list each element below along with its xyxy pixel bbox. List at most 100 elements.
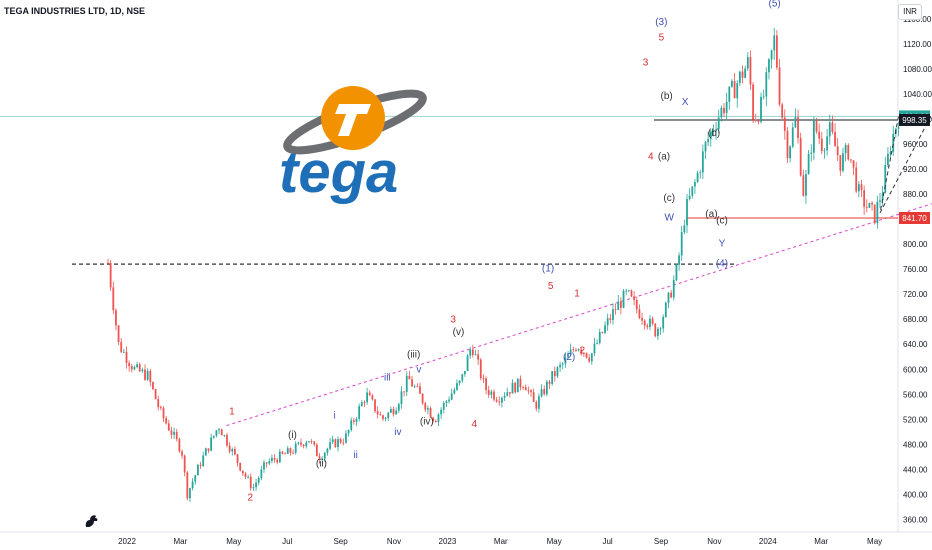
wave-label: (ii) <box>316 458 327 469</box>
candle-body <box>215 430 218 436</box>
x-tick-label: Nov <box>707 537 721 546</box>
candle-body <box>456 383 458 390</box>
candle-body <box>892 133 895 152</box>
candle-body <box>395 410 398 415</box>
candle-body <box>471 349 474 355</box>
wave-label: Y <box>719 239 726 250</box>
candle-body <box>308 441 310 443</box>
x-tick-label: Jul <box>282 537 292 546</box>
candle-body <box>514 382 517 393</box>
candle-body <box>709 131 712 140</box>
candle-body <box>374 399 376 412</box>
candle-body <box>389 409 392 413</box>
candle-body <box>191 481 194 489</box>
wave-label: 3 <box>643 58 649 69</box>
candle-body <box>117 325 120 343</box>
candle-body <box>120 342 123 353</box>
candle-body <box>204 448 207 456</box>
tradingview-logo-icon[interactable] <box>82 510 102 530</box>
candle-body <box>294 443 297 453</box>
candle-body <box>680 232 683 256</box>
time-axis[interactable]: 2022 Mar May Jul Sep Nov 2023 Mar May Jul Sep Nov 20… <box>118 537 882 546</box>
candle-body <box>617 301 620 310</box>
candle-body <box>667 292 670 303</box>
candle-body <box>144 369 146 380</box>
candle-body <box>704 142 707 152</box>
candle-body <box>170 430 173 435</box>
candle-body <box>598 332 601 344</box>
candle-body <box>694 181 696 187</box>
candle-body <box>464 371 466 375</box>
currency-button[interactable]: INR <box>898 4 922 20</box>
candle-body <box>524 387 527 391</box>
candle-body <box>133 367 136 370</box>
candle-body <box>879 200 881 202</box>
candle-body <box>791 127 794 147</box>
candle-body <box>805 174 807 196</box>
candle-body <box>789 146 792 159</box>
candle-body <box>196 464 199 476</box>
candle-body <box>231 448 234 452</box>
wave-label: (1) <box>542 264 554 275</box>
price-badge <box>899 113 930 126</box>
candle-body <box>606 318 609 326</box>
candle-body <box>770 50 773 60</box>
x-tick-label: Nov <box>387 537 401 546</box>
candle-body <box>778 67 781 105</box>
candle-body <box>794 117 797 128</box>
candle-body <box>271 457 273 462</box>
candle-body <box>323 452 326 459</box>
candle-body <box>540 389 543 397</box>
candle-body <box>712 131 715 132</box>
price-badge-label: 998.35 <box>902 116 927 125</box>
candle-body <box>828 122 831 137</box>
candle-body <box>807 153 810 175</box>
candle-body <box>683 225 686 233</box>
candle-body <box>223 435 226 436</box>
wave-label: (4) <box>716 259 728 270</box>
trendline[interactable] <box>226 188 932 427</box>
candle-body <box>342 442 345 444</box>
candle-body <box>670 292 673 298</box>
projection-path[interactable] <box>879 13 932 214</box>
candle-body <box>122 351 125 353</box>
candle-body <box>347 430 350 434</box>
candle-body <box>783 117 786 131</box>
candle-body <box>255 482 257 488</box>
candle-body <box>234 448 236 455</box>
candle-body <box>384 418 387 419</box>
candle-body <box>625 290 628 292</box>
candle-body <box>350 420 353 431</box>
y-tick-label: 520.00 <box>903 415 928 424</box>
candle-body <box>498 401 501 403</box>
wave-label: (2) <box>563 352 575 363</box>
candle-body <box>220 429 223 436</box>
candle-body <box>873 204 876 224</box>
y-tick-label: 600.00 <box>903 365 928 374</box>
candle-body <box>186 472 189 499</box>
candle-body <box>485 378 487 391</box>
candle-body <box>508 392 511 394</box>
candle-body <box>593 343 596 354</box>
candle-body <box>466 355 469 372</box>
y-tick-label: 880.00 <box>903 190 928 199</box>
candle-body <box>416 386 419 388</box>
price-badge <box>899 211 930 224</box>
candle-body <box>535 401 538 409</box>
candle-body <box>553 371 556 377</box>
wave-label: 1 <box>229 406 235 417</box>
candle-body <box>194 475 197 482</box>
candle-body <box>477 354 480 360</box>
candle-body <box>532 392 535 402</box>
candle-body <box>421 393 424 404</box>
candle-body <box>345 433 347 443</box>
candle-body <box>448 399 450 402</box>
candle-body <box>812 120 815 153</box>
candle-body <box>754 119 757 121</box>
candle-body <box>157 399 160 408</box>
candle-body <box>527 390 530 392</box>
x-tick-label: Mar <box>494 537 508 546</box>
candle-body <box>360 402 363 407</box>
